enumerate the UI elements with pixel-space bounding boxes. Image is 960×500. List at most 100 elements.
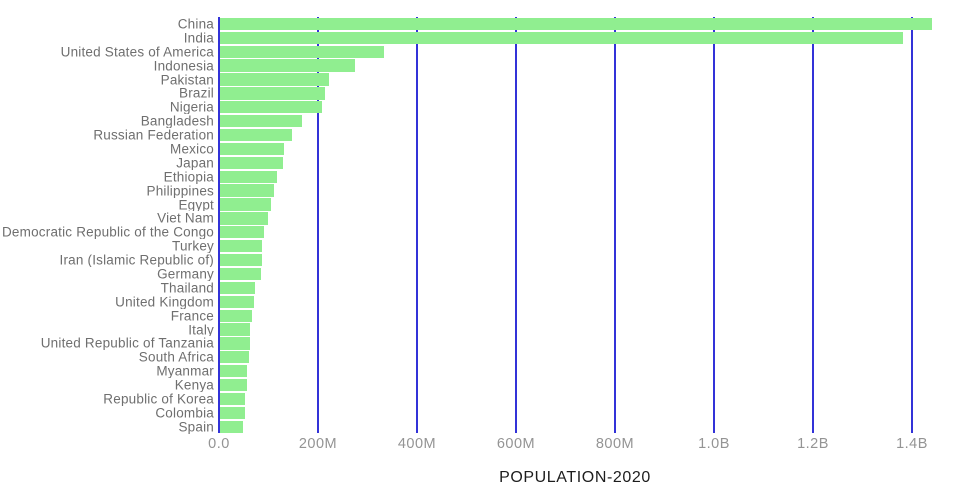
bar-track: [219, 323, 960, 337]
category-label-cell: United Kingdom: [0, 295, 219, 309]
population-bar[interactable]: [220, 73, 330, 86]
bar-track: [219, 114, 960, 128]
bar-row: Republic of Korea: [0, 392, 960, 406]
population-bar[interactable]: [220, 420, 244, 433]
bar-row: United Kingdom: [0, 295, 960, 309]
bar-row: Colombia: [0, 406, 960, 420]
category-label-cell: Mexico: [0, 142, 219, 156]
bar-row: United Republic of Tanzania: [0, 336, 960, 350]
bar-row: France: [0, 309, 960, 323]
category-label: Brazil: [179, 86, 214, 101]
category-label-cell: United Republic of Tanzania: [0, 336, 219, 350]
category-label: Colombia: [155, 405, 214, 420]
category-label-cell: Turkey: [0, 239, 219, 253]
category-label: United Kingdom: [115, 294, 214, 309]
bar-track: [219, 406, 960, 420]
bar-track: [219, 267, 960, 281]
bar-row: Italy: [0, 323, 960, 337]
population-bar[interactable]: [220, 309, 253, 322]
category-label-cell: Bangladesh: [0, 114, 219, 128]
category-label-cell: Indonesia: [0, 59, 219, 73]
population-bar[interactable]: [220, 184, 275, 197]
population-bar[interactable]: [220, 17, 933, 31]
bar-rows-layer: China India United States of America Indone…: [0, 17, 960, 434]
category-label: Myanmar: [156, 364, 214, 379]
population-bar[interactable]: [220, 156, 283, 169]
category-label: China: [177, 17, 214, 31]
population-bar[interactable]: [220, 142, 284, 156]
bar-row: Germany: [0, 267, 960, 281]
bar-track: [219, 378, 960, 392]
population-bar[interactable]: [220, 281, 255, 295]
category-label: Kenya: [174, 378, 214, 393]
population-bar[interactable]: [220, 212, 269, 225]
bar-track: [219, 31, 960, 45]
bar-row: Bangladesh: [0, 114, 960, 128]
bar-row: Philippines: [0, 184, 960, 198]
x-tick-label: 600M: [496, 436, 536, 452]
bar-track: [219, 239, 960, 253]
population-bar[interactable]: [220, 406, 246, 420]
bar-track: [219, 156, 960, 170]
population-bar[interactable]: [220, 115, 302, 128]
population-bar[interactable]: [220, 365, 247, 378]
x-tick-label: 1.4B: [896, 436, 928, 452]
bar-row: Mexico: [0, 142, 960, 156]
category-label-cell: Thailand: [0, 281, 219, 295]
population-bar[interactable]: [220, 267, 262, 281]
gridline-800M: [614, 17, 616, 433]
category-label: Mexico: [170, 142, 214, 156]
population-bar[interactable]: [220, 170, 277, 183]
category-label-cell: Spain: [0, 420, 219, 434]
population-bar[interactable]: [220, 31, 904, 44]
bar-row: Brazil: [0, 86, 960, 100]
category-label: Viet Nam: [157, 211, 214, 226]
category-label-cell: Democratic Republic of the Congo: [0, 225, 219, 239]
category-label: Egypt: [178, 197, 214, 212]
gridline-1.4B: [911, 17, 913, 433]
gridline-0.0: [218, 17, 220, 433]
population-bar[interactable]: [220, 351, 250, 364]
bar-row: Myanmar: [0, 364, 960, 378]
population-bar[interactable]: [220, 323, 250, 336]
bar-row: Iran (Islamic Republic of): [0, 253, 960, 267]
population-bar[interactable]: [220, 226, 265, 239]
bar-row: China: [0, 17, 960, 31]
gridline-600M: [515, 17, 517, 433]
category-label-cell: Italy: [0, 323, 219, 337]
category-label-cell: India: [0, 31, 219, 45]
population-bar[interactable]: [220, 59, 356, 72]
x-tick-label: 0.0: [208, 436, 230, 452]
population-bar[interactable]: [220, 295, 254, 308]
bar-track: [219, 86, 960, 100]
population-bar[interactable]: [220, 253, 262, 267]
bar-track: [219, 336, 960, 350]
population-bar[interactable]: [220, 45, 384, 58]
category-label: Japan: [176, 155, 214, 170]
category-label: Russian Federation: [93, 128, 214, 143]
bar-row: Egypt: [0, 198, 960, 212]
gridlines-layer: [218, 17, 960, 433]
population-bar[interactable]: [220, 240, 262, 253]
population-bar[interactable]: [220, 198, 271, 211]
bar-track: [219, 128, 960, 142]
population-bar[interactable]: [220, 337, 250, 350]
bar-track: [219, 253, 960, 267]
bar-row: India: [0, 31, 960, 45]
bar-row: Democratic Republic of the Congo: [0, 225, 960, 239]
bar-row: Ethiopia: [0, 170, 960, 184]
category-label-cell: Colombia: [0, 406, 219, 420]
population-bar[interactable]: [220, 392, 246, 406]
bar-track: [219, 59, 960, 73]
category-label-cell: South Africa: [0, 350, 219, 364]
population-bar[interactable]: [220, 87, 326, 100]
population-bar[interactable]: [220, 378, 247, 392]
population-bar[interactable]: [220, 128, 293, 142]
bar-row: Russian Federation: [0, 128, 960, 142]
category-label: Italy: [188, 322, 214, 337]
category-label: Indonesia: [153, 58, 214, 73]
bar-row: Thailand: [0, 281, 960, 295]
category-label: Bangladesh: [140, 114, 214, 129]
population-bar[interactable]: [220, 101, 323, 114]
